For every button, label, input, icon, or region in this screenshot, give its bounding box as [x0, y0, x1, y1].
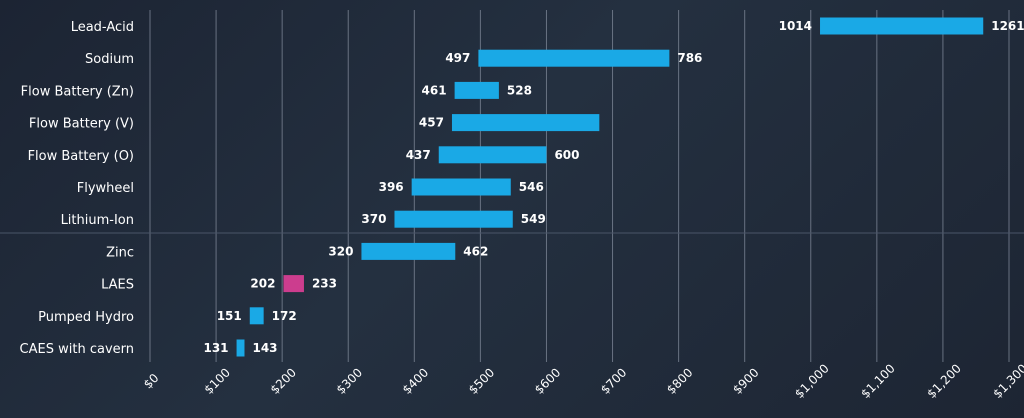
category-label: CAES with cavern	[20, 342, 134, 357]
high-value-label: 546	[519, 180, 544, 194]
low-value-label: 457	[419, 116, 444, 130]
low-value-label: 202	[250, 277, 275, 291]
low-value-label: 437	[406, 148, 431, 162]
x-tick-label: $600	[532, 365, 563, 396]
x-tick-label: $200	[268, 365, 299, 396]
low-value-label: 370	[361, 212, 386, 226]
x-tick-label: $1,300	[990, 361, 1024, 401]
low-value-label: 497	[445, 51, 470, 65]
low-value-label: 461	[422, 83, 447, 97]
x-tick-label: $300	[334, 365, 365, 396]
category-label: Flywheel	[77, 181, 134, 196]
x-tick-label: $800	[664, 365, 695, 396]
x-axis-ticks: $0 $100 $200 $300 $400 $500 $600 $700 $800 $900 $1…	[141, 361, 1024, 401]
high-value-label: 528	[507, 83, 532, 97]
category-label: LAES	[101, 278, 134, 293]
high-value-label: 143	[252, 341, 277, 355]
range-bar	[361, 242, 456, 260]
high-value-label: 462	[463, 244, 488, 258]
category-label: Sodium	[85, 52, 134, 67]
high-value-label: 172	[272, 309, 297, 323]
x-tick-label: $500	[466, 365, 497, 396]
x-tick-label: $1,100	[858, 361, 898, 401]
low-value-label: 1014	[779, 19, 812, 33]
x-tick-label: $400	[400, 365, 431, 396]
category-label: Pumped Hydro	[38, 310, 134, 325]
value-labels: 1014 1261 497 786 461 528 457 437 600 396 546 370 54…	[203, 19, 1024, 355]
high-value-label: 549	[521, 212, 546, 226]
x-tick-label: $900	[730, 365, 761, 396]
x-tick-label: $0	[141, 371, 162, 392]
x-tick-label: $100	[201, 365, 232, 396]
low-value-label: 320	[328, 244, 353, 258]
range-bar	[478, 49, 670, 67]
category-label: Zinc	[106, 245, 134, 260]
range-bar	[451, 114, 600, 132]
high-value-label: 786	[677, 51, 702, 65]
range-bar	[411, 178, 511, 196]
range-bar	[394, 210, 513, 228]
high-value-label: 233	[312, 277, 337, 291]
high-value-label: 1261	[991, 19, 1024, 33]
category-label: Flow Battery (O)	[28, 149, 134, 164]
x-tick-label: $700	[598, 365, 629, 396]
range-bar	[249, 307, 264, 325]
range-bar	[438, 146, 547, 164]
range-bar	[283, 275, 304, 293]
high-value-label: 600	[554, 148, 579, 162]
x-tick-label: $1,000	[792, 361, 832, 401]
range-bar	[236, 339, 245, 357]
low-value-label: 151	[217, 309, 242, 323]
range-bar	[820, 17, 984, 35]
low-value-label: 396	[379, 180, 404, 194]
bars	[236, 17, 984, 357]
low-value-label: 131	[203, 341, 228, 355]
range-bar	[454, 81, 499, 99]
category-labels: Lead-Acid Sodium Flow Battery (Zn) Flow Bat…	[20, 20, 134, 357]
category-label: Flow Battery (Zn)	[21, 84, 134, 99]
x-tick-label: $1,200	[924, 361, 964, 401]
category-label: Flow Battery (V)	[29, 117, 134, 132]
category-label: Lithium-Ion	[61, 213, 134, 228]
category-label: Lead-Acid	[71, 20, 134, 35]
